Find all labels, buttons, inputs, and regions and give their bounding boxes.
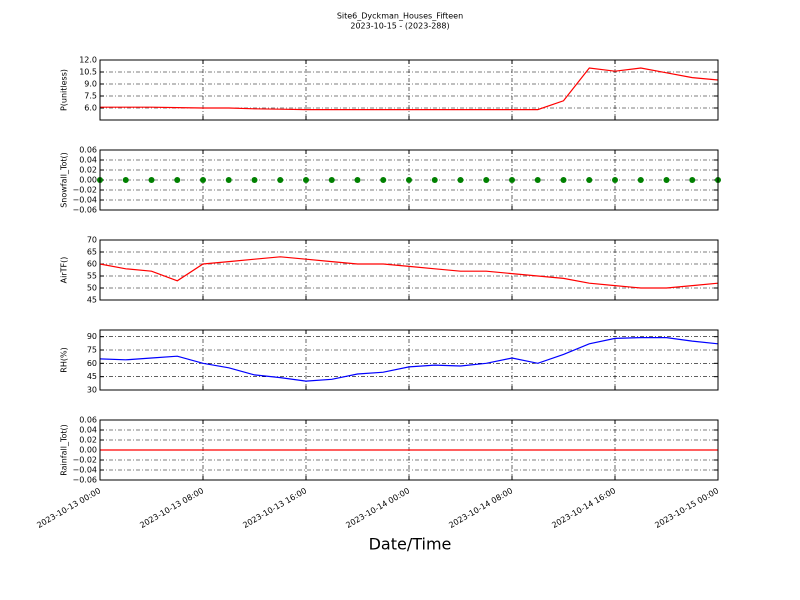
data-line [99,256,719,289]
data-point [612,177,618,183]
data-point [303,177,309,183]
y-tick-label: 55 [87,272,97,281]
y-tick-label: 70 [87,236,97,245]
data-point [560,177,567,183]
data-point [431,177,438,183]
data-point [328,177,335,183]
data-point [277,177,284,183]
y-tick-label: −0.04 [72,466,97,475]
y-tick-label: 6.0 [84,104,97,113]
data-point [251,177,258,183]
y-tick-label: 0.00 [79,176,97,185]
x-axis-label: Date/Time [369,535,452,554]
data-point [354,177,361,183]
y-tick-label: 9.0 [84,80,97,89]
y-tick-label: 65 [87,248,97,257]
y-tick-label: 10.5 [79,68,97,77]
y-tick-label: 50 [87,284,97,293]
y-tick-label: −0.06 [72,476,97,485]
y-tick-label: −0.06 [72,206,97,215]
y-tick-label: −0.04 [72,196,97,205]
y-tick-label: 0.04 [79,156,97,165]
y-tick-label: 0.06 [79,416,97,425]
y-axis-label: RH(%) [60,347,69,372]
axes-frame [99,149,719,211]
data-point [663,177,670,183]
y-tick-label: 0.02 [79,436,97,445]
axes-frame [99,59,719,121]
y-axis-label: AirTF() [60,257,69,284]
x-tick-label: 2023-10-13 08:00 [138,486,205,530]
data-point [406,177,412,183]
y-tick-label: 75 [87,346,97,355]
y-tick-label: 90 [87,332,97,341]
y-tick-label: 0.00 [79,446,97,455]
data-point [637,177,644,183]
data-point [509,177,515,183]
y-tick-label: 60 [87,260,97,269]
data-point [586,177,593,183]
data-point [122,177,129,183]
data-point [689,177,696,183]
data-point [200,177,206,183]
y-tick-label: 0.02 [79,166,97,175]
y-tick-label: 60 [87,359,97,368]
data-line [99,337,719,382]
chart-title: Site6_Dyckman_Houses_Fifteen [337,12,463,21]
y-tick-label: 30 [87,386,97,395]
data-point [534,177,541,183]
data-line [100,67,719,111]
data-point [457,177,464,183]
x-tick-label: 2023-10-14 08:00 [447,486,514,530]
x-tick-label: 2023-10-15 00:00 [653,486,720,530]
y-axis-label: Rainfall_Tot() [60,424,69,476]
y-tick-label: 45 [87,372,97,381]
data-point [174,177,181,183]
y-tick-label: −0.02 [72,456,97,465]
y-tick-label: 7.5 [84,92,97,101]
x-tick-label: 2023-10-14 16:00 [550,486,617,530]
axes-frame [99,329,719,391]
chart-subtitle: 2023-10-15 - (2023-288) [350,22,449,31]
y-tick-label: 45 [87,296,97,305]
data-point [148,177,155,183]
data-point [380,177,387,183]
axes-frame [99,239,719,301]
y-tick-label: −0.02 [72,186,97,195]
y-axis-label: P(unitless) [60,69,69,111]
axes-frame [99,419,719,481]
y-tick-label: 0.04 [79,426,97,435]
data-point [225,177,232,183]
x-tick-label: 2023-10-13 00:00 [35,486,102,530]
x-tick-label: 2023-10-14 00:00 [344,486,411,530]
y-tick-label: 12.0 [79,56,97,65]
x-tick-label: 2023-10-13 16:00 [241,486,308,530]
data-point [483,177,490,183]
y-axis-label: Snowfall_Tot() [60,152,69,208]
y-tick-label: 0.06 [79,146,97,155]
